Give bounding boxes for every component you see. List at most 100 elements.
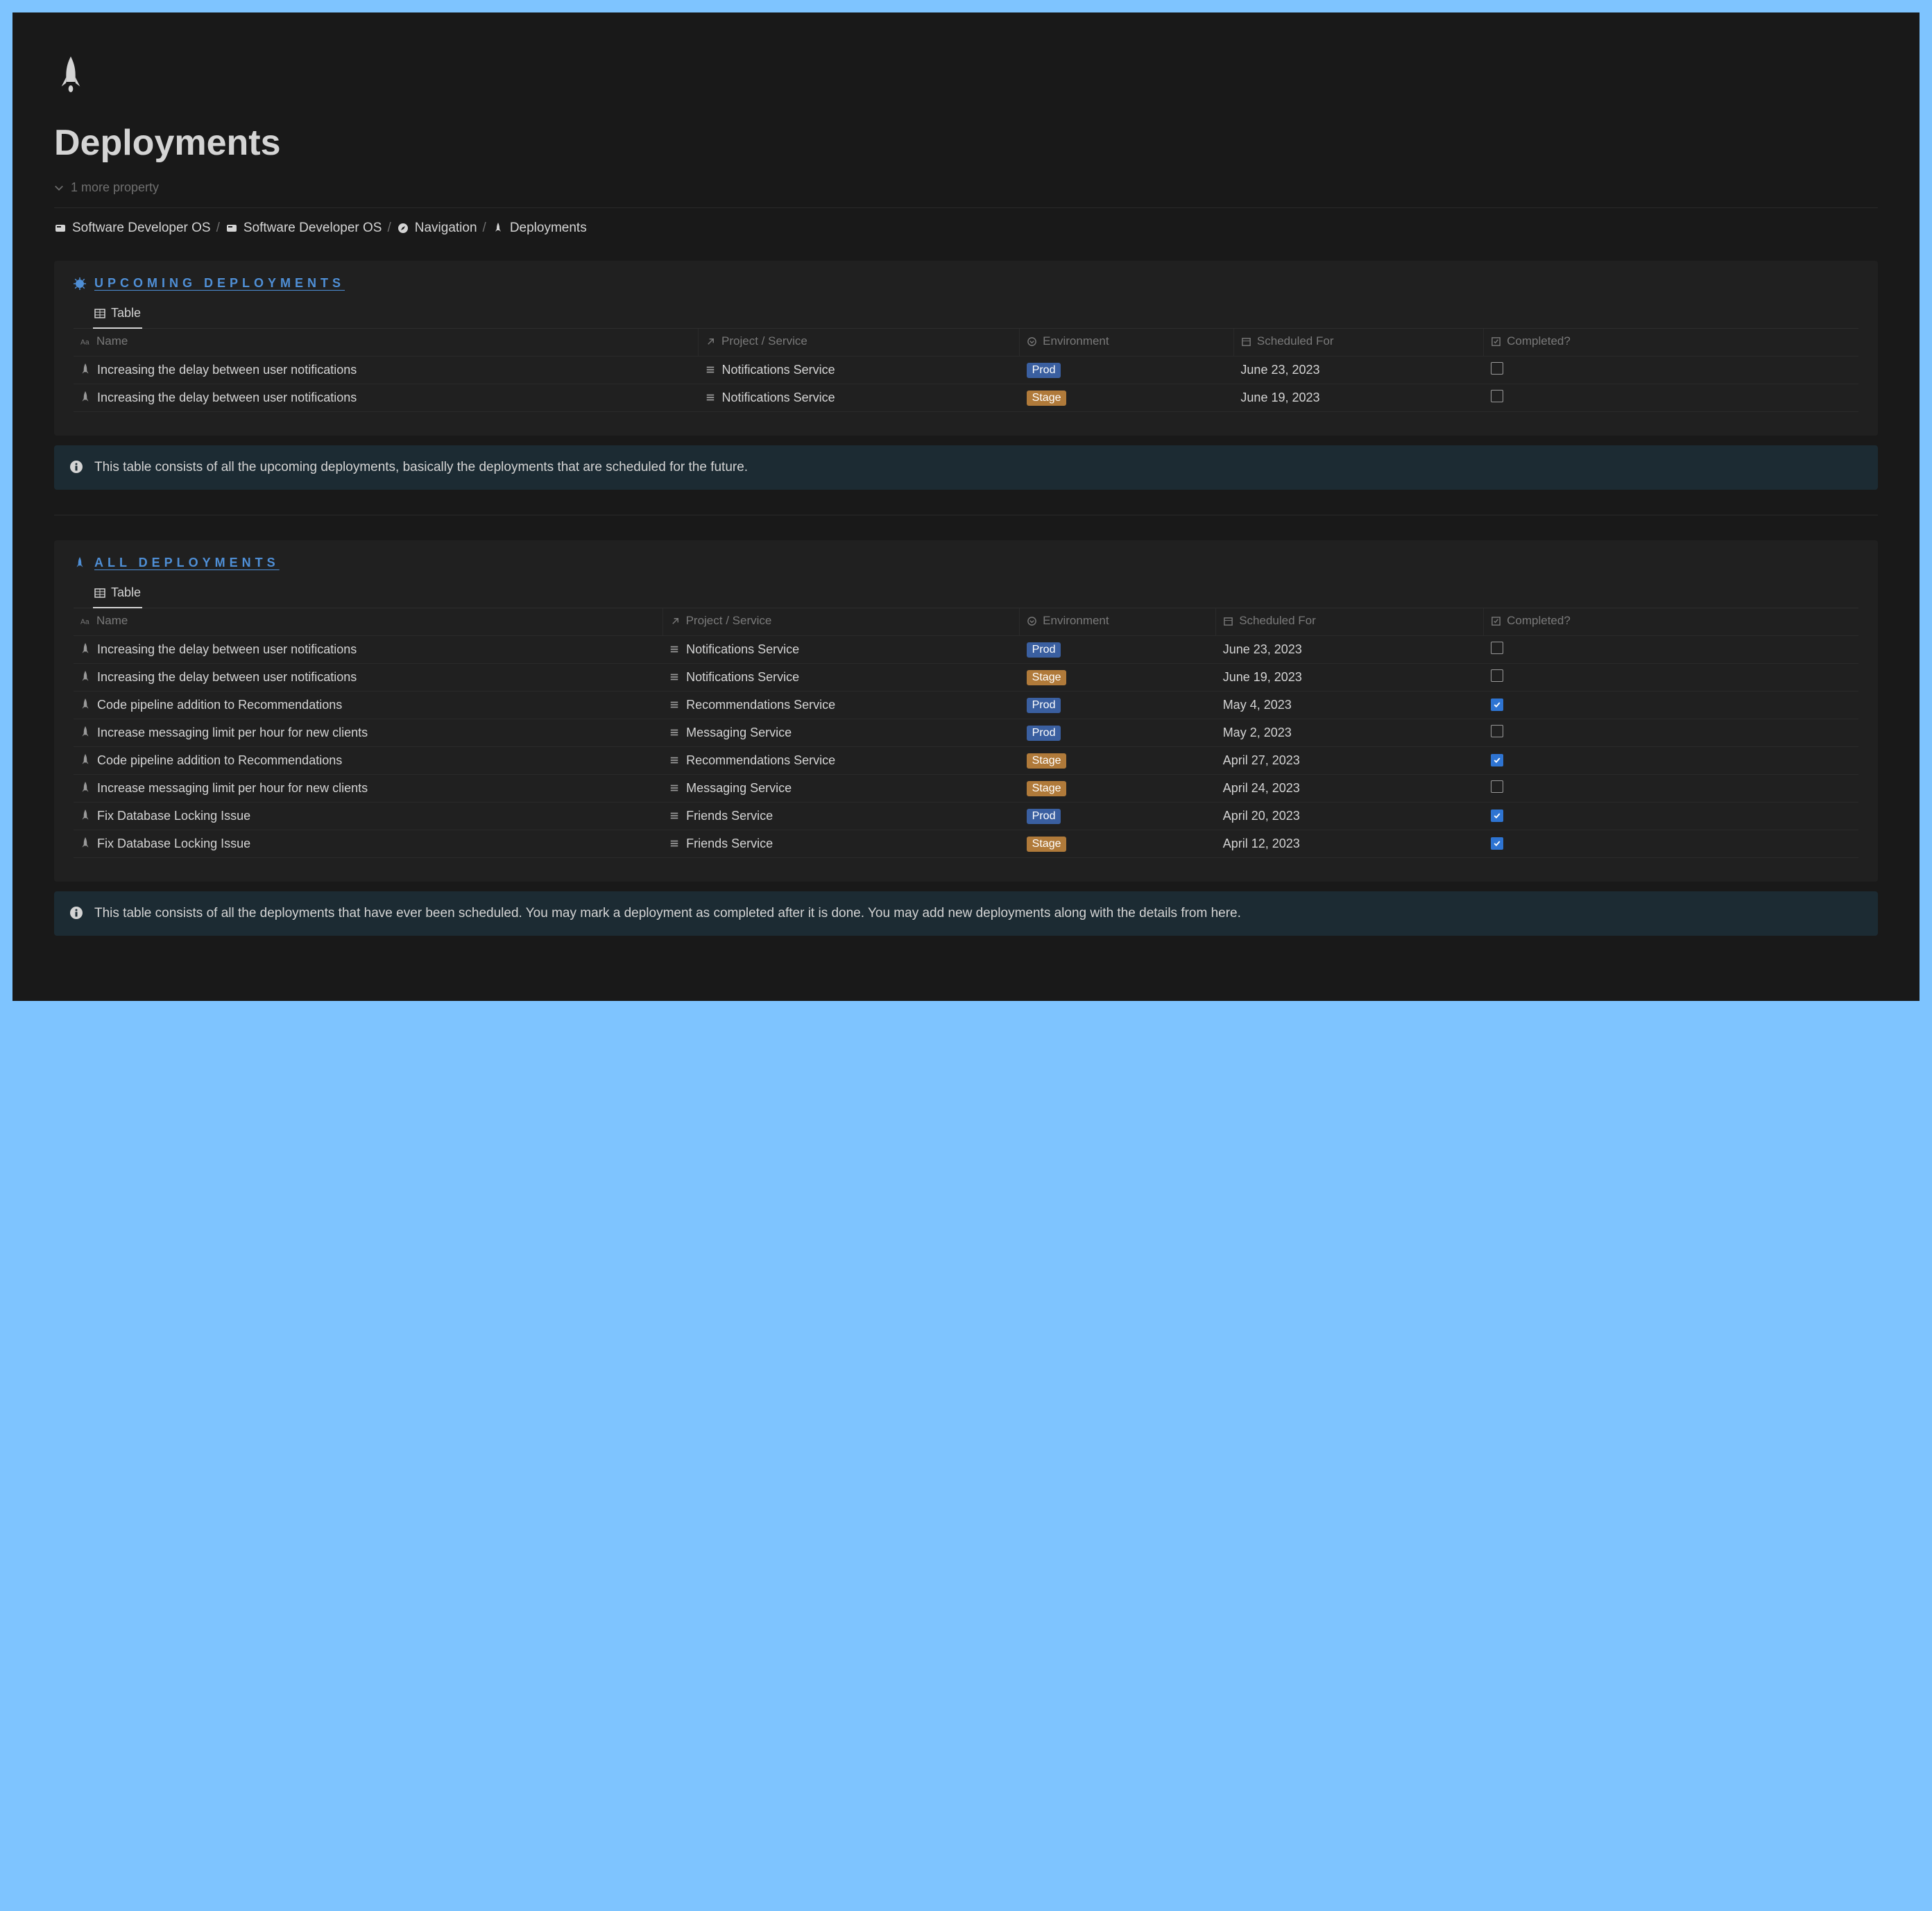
env-badge: Prod: [1027, 363, 1061, 378]
rocket-icon: [57, 54, 85, 96]
env-badge: Stage: [1027, 753, 1067, 769]
table-row[interactable]: Code pipeline addition to Recommendation…: [74, 746, 1858, 774]
rocket-icon: [492, 222, 504, 234]
upcoming-heading-text: UPCOMING DEPLOYMENTS: [94, 276, 345, 291]
page-root: Deployments 1 more property Software Dev…: [12, 12, 1920, 1001]
col-env[interactable]: Environment: [1027, 334, 1109, 348]
all-panel: ALL DEPLOYMENTS Table AaName Project / S…: [54, 540, 1878, 882]
card-icon: [225, 222, 238, 234]
breadcrumb-item[interactable]: Software Developer OS: [225, 221, 382, 236]
rocket-icon: [74, 557, 86, 569]
row-date: June 23, 2023: [1240, 363, 1319, 377]
row-date: June 23, 2023: [1223, 642, 1302, 656]
row-name: Code pipeline addition to Recommendation…: [97, 698, 342, 712]
list-icon: [669, 728, 679, 737]
breadcrumb: Software Developer OS / Software Developer…: [54, 221, 1878, 236]
table-row[interactable]: Increasing the delay between user notifi…: [74, 635, 1858, 663]
rocket-icon: [80, 643, 90, 655]
breadcrumb-item[interactable]: Deployments: [492, 221, 587, 236]
breadcrumb-separator: /: [387, 221, 391, 236]
row-date: April 27, 2023: [1223, 753, 1300, 767]
col-name[interactable]: AaName: [80, 614, 128, 628]
completed-checkbox[interactable]: [1491, 725, 1503, 737]
row-name: Code pipeline addition to Recommendation…: [97, 753, 342, 768]
rocket-icon: [80, 837, 90, 850]
breadcrumb-label: Deployments: [510, 221, 587, 236]
table-row[interactable]: Code pipeline addition to Recommendation…: [74, 691, 1858, 719]
completed-checkbox[interactable]: [1491, 669, 1503, 682]
rocket-icon: [80, 391, 90, 404]
text-aa-icon: Aa: [80, 336, 91, 347]
row-name: Increase messaging limit per hour for ne…: [97, 726, 368, 740]
all-tabbar: Table: [74, 581, 1858, 608]
breadcrumb-label: Software Developer OS: [243, 221, 382, 236]
completed-checkbox[interactable]: [1491, 642, 1503, 654]
row-name: Increasing the delay between user notifi…: [97, 391, 357, 405]
table-row[interactable]: Increasing the delay between user notifi…: [74, 384, 1858, 411]
table-row[interactable]: Increasing the delay between user notifi…: [74, 356, 1858, 384]
col-completed[interactable]: Completed?: [1491, 614, 1571, 628]
col-name-label: Name: [96, 334, 128, 348]
row-date: April 24, 2023: [1223, 781, 1300, 795]
list-icon: [669, 672, 679, 682]
check-square-icon: [1491, 616, 1501, 626]
completed-checkbox[interactable]: [1491, 699, 1503, 711]
all-heading-text: ALL DEPLOYMENTS: [94, 556, 280, 570]
completed-checkbox[interactable]: [1491, 754, 1503, 766]
info-icon: [69, 906, 83, 920]
col-env[interactable]: Environment: [1027, 614, 1109, 628]
col-completed[interactable]: Completed?: [1491, 334, 1571, 348]
col-project[interactable]: Project / Service: [706, 334, 807, 348]
all-heading[interactable]: ALL DEPLOYMENTS: [74, 556, 1858, 570]
arrow-upright-icon: [706, 336, 716, 347]
row-name: Increasing the delay between user notifi…: [97, 670, 357, 685]
chevron-circle-icon: [1027, 336, 1037, 347]
table-icon: [94, 588, 105, 599]
all-callout: This table consists of all the deploymen…: [54, 891, 1878, 936]
env-badge: Stage: [1027, 781, 1067, 796]
row-date: June 19, 2023: [1240, 391, 1319, 404]
completed-checkbox[interactable]: [1491, 809, 1503, 822]
table-row[interactable]: Fix Database Locking IssueFriends Servic…: [74, 802, 1858, 830]
all-header-row: AaName Project / Service Environment Sch…: [74, 608, 1858, 635]
env-badge: Stage: [1027, 837, 1067, 852]
breadcrumb-separator: /: [216, 221, 220, 236]
row-service: Notifications Service: [686, 670, 799, 685]
completed-checkbox[interactable]: [1491, 362, 1503, 375]
breadcrumb-label: Software Developer OS: [72, 221, 211, 236]
table-row[interactable]: Increasing the delay between user notifi…: [74, 663, 1858, 691]
col-scheduled-label: Scheduled For: [1239, 614, 1316, 628]
env-badge: Prod: [1027, 809, 1061, 824]
completed-checkbox[interactable]: [1491, 780, 1503, 793]
col-project[interactable]: Project / Service: [670, 614, 772, 628]
row-service: Recommendations Service: [686, 753, 835, 768]
tab-table[interactable]: Table: [93, 302, 142, 329]
row-name: Fix Database Locking Issue: [97, 837, 250, 851]
row-service: Friends Service: [686, 837, 773, 851]
row-name: Increasing the delay between user notifi…: [97, 363, 357, 377]
env-badge: Prod: [1027, 642, 1061, 658]
info-icon: [69, 460, 83, 474]
row-name: Increasing the delay between user notifi…: [97, 642, 357, 657]
list-icon: [669, 783, 679, 793]
col-scheduled[interactable]: Scheduled For: [1223, 614, 1316, 628]
col-name[interactable]: Aa Name: [80, 334, 128, 348]
table-row[interactable]: Fix Database Locking Issue Friends Servic…: [74, 830, 1858, 857]
all-callout-text: This table consists of all the deploymen…: [94, 904, 1241, 924]
table-row[interactable]: Increase messaging limit per hour for ne…: [74, 719, 1858, 746]
more-properties-toggle[interactable]: 1 more property: [54, 180, 1878, 208]
col-scheduled[interactable]: Scheduled For: [1241, 334, 1334, 348]
card-icon: [54, 222, 67, 234]
completed-checkbox[interactable]: [1491, 837, 1503, 850]
upcoming-panel: UPCOMING DEPLOYMENTS Table Aa Name Projec…: [54, 261, 1878, 436]
row-name: Increase messaging limit per hour for ne…: [97, 781, 368, 796]
completed-checkbox[interactable]: [1491, 390, 1503, 402]
breadcrumb-item[interactable]: Navigation: [397, 221, 477, 236]
table-row[interactable]: Increase messaging limit per hour for ne…: [74, 774, 1858, 802]
tab-table[interactable]: Table: [93, 581, 142, 608]
upcoming-callout-text: This table consists of all the upcoming …: [94, 458, 748, 478]
upcoming-heading[interactable]: UPCOMING DEPLOYMENTS: [74, 276, 1858, 291]
breadcrumb-item[interactable]: Software Developer OS: [54, 221, 211, 236]
row-date: May 2, 2023: [1223, 726, 1292, 739]
row-service: Messaging Service: [686, 781, 792, 796]
